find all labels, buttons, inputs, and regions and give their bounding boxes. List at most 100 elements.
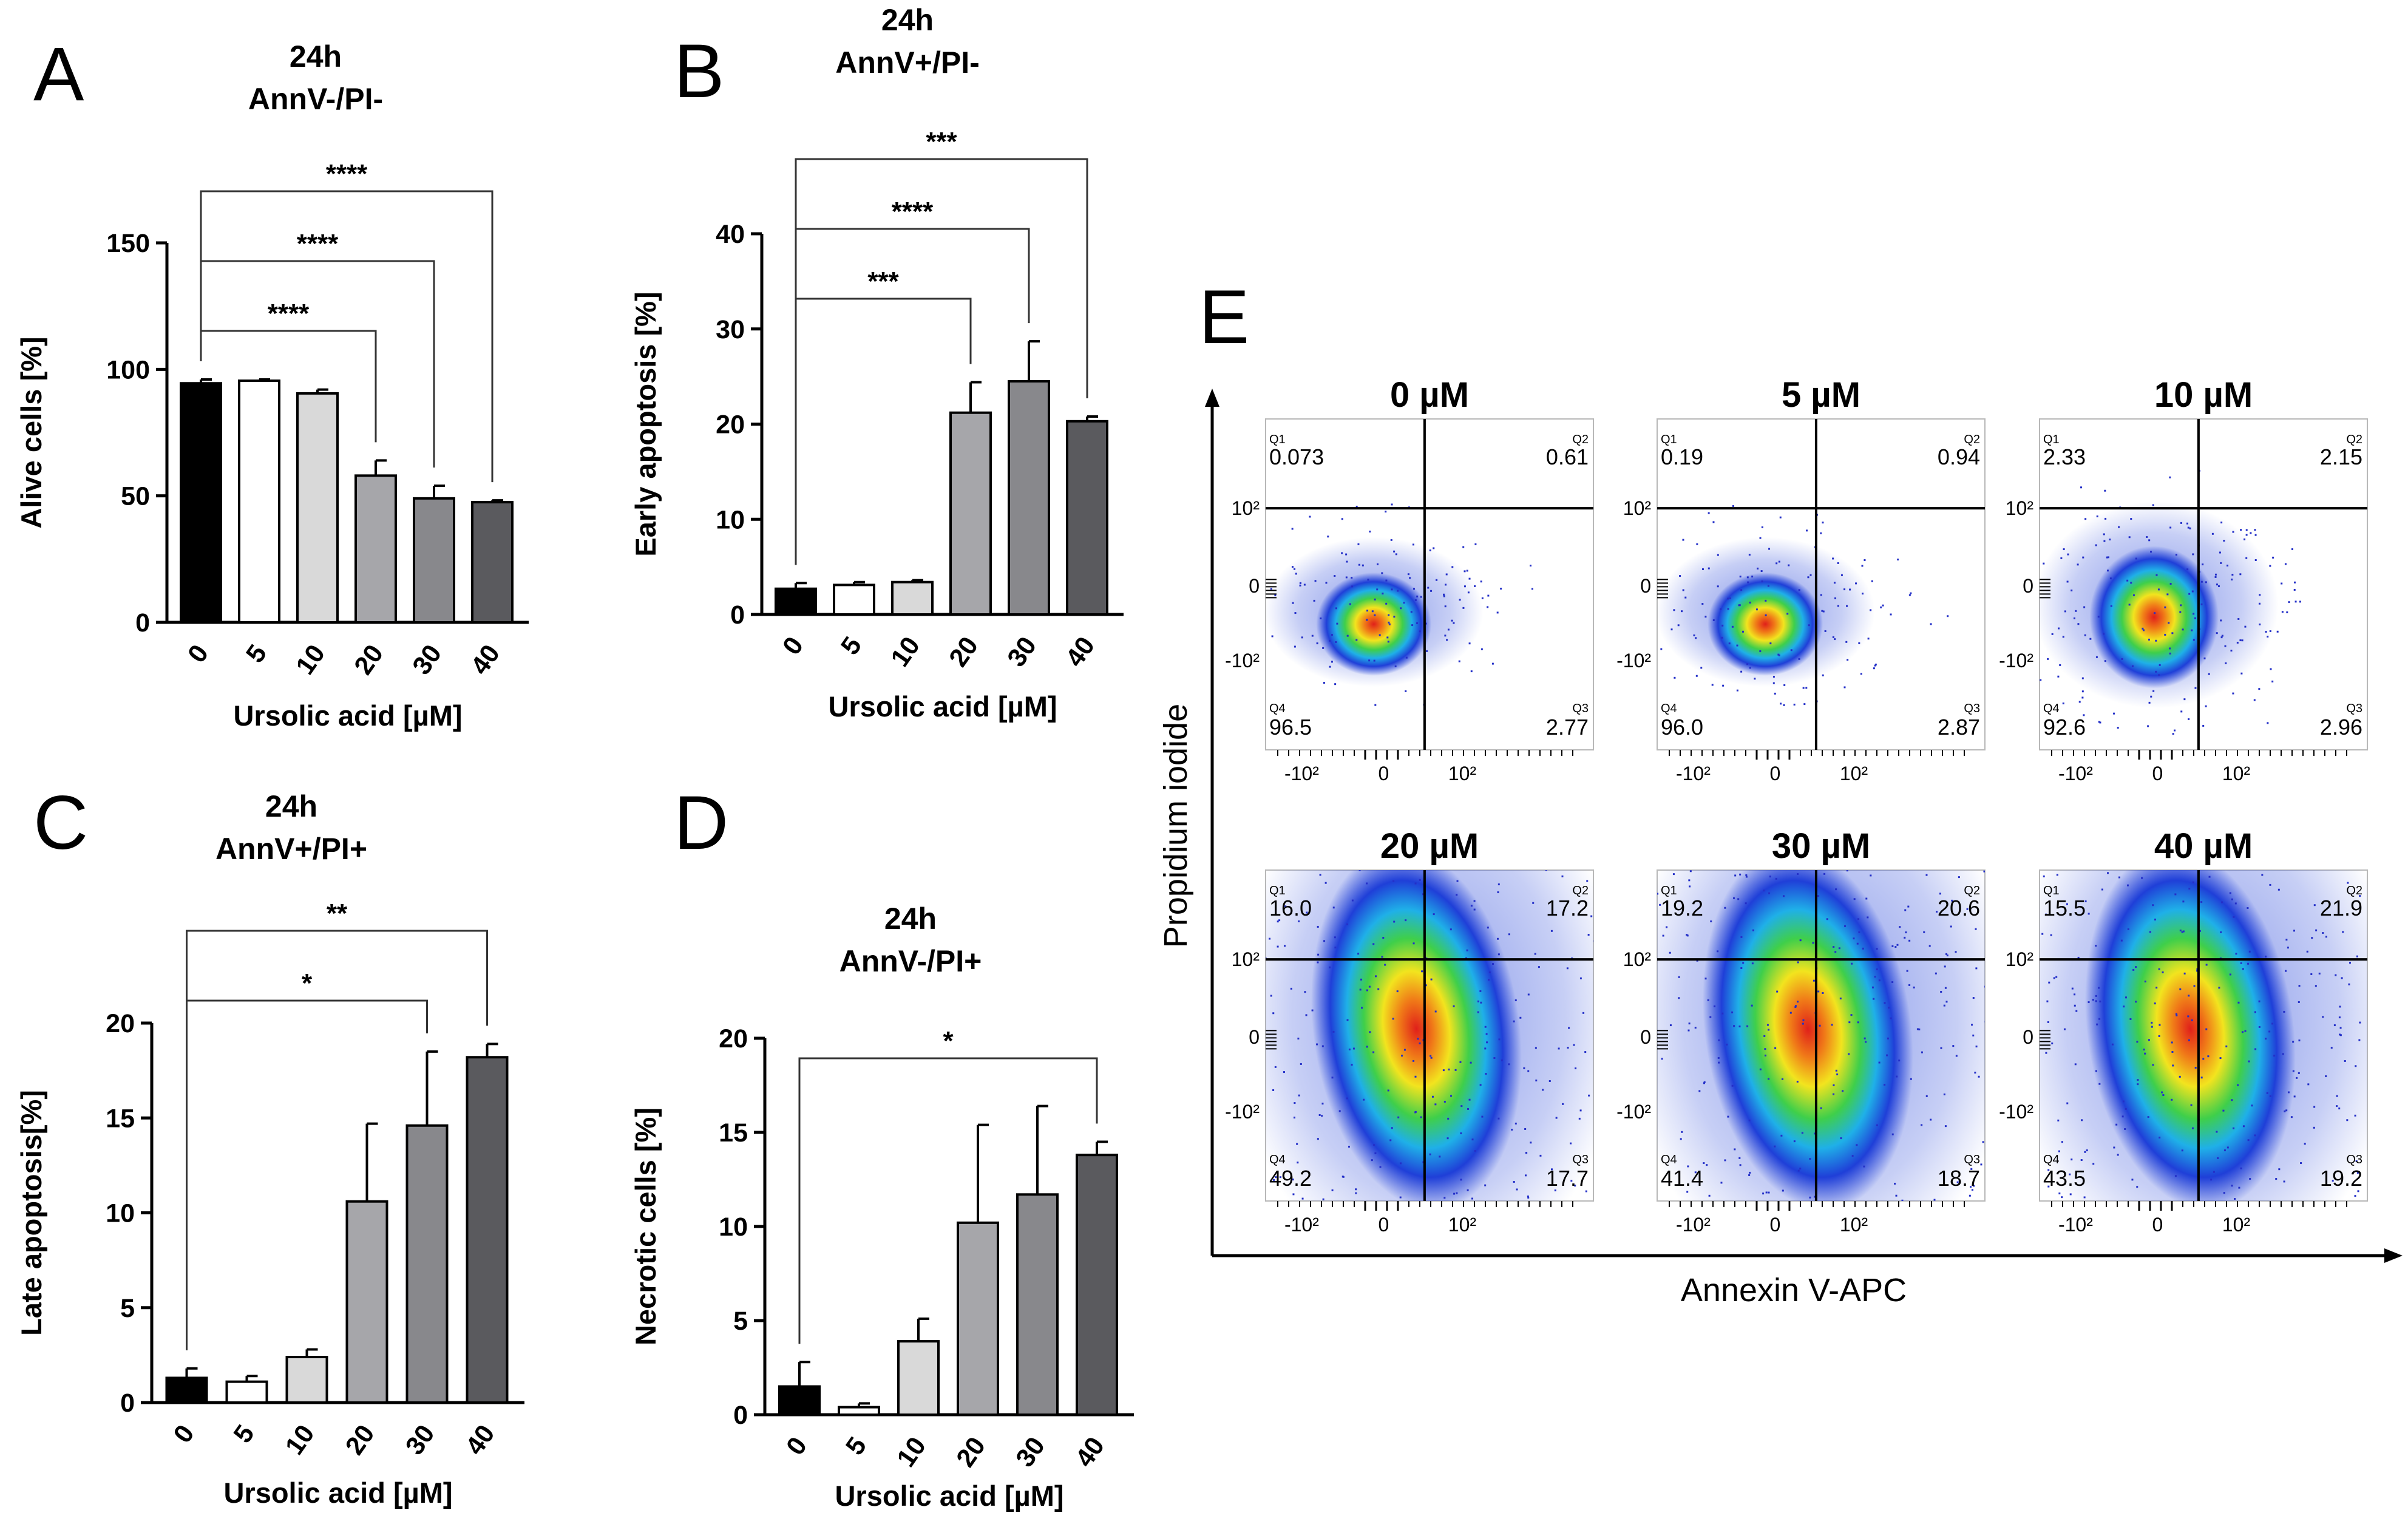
quadrant-value-q3: 18.7	[1938, 1166, 1980, 1191]
y-tick-label: 50	[121, 482, 150, 511]
flow-plot-title: 40 µM	[2154, 826, 2253, 866]
panel-letter-b: B	[674, 29, 724, 114]
y-tick-label: 10	[716, 505, 745, 534]
y-tick-label: 100	[106, 355, 150, 384]
significance-bracket	[200, 190, 493, 483]
chart-title: 24h	[881, 3, 934, 37]
bar-40	[1076, 1154, 1118, 1416]
flow-x-tick-label: 10²	[2222, 1214, 2251, 1236]
quadrant-value-q2: 20.6	[1938, 896, 1980, 920]
quadrant-value-q1: 0.073	[1269, 444, 1324, 469]
chart-title: 24h	[265, 789, 317, 823]
flow-x-tick-label: -10²	[1284, 763, 1319, 784]
x-axis-label: Ursolic acid [µM]	[233, 699, 462, 732]
y-axis-label: Necrotic cells [%]	[629, 1107, 662, 1345]
y-tick-label: 20	[106, 1009, 135, 1038]
quadrant-value-q3: 2.77	[1546, 715, 1589, 740]
flow-x-tick-label: 10²	[1448, 1214, 1477, 1236]
flow-y-tick-label: 0	[1249, 575, 1260, 597]
chart-title: 24h	[290, 39, 342, 73]
x-axis-label: Ursolic acid [µM]	[223, 1477, 452, 1509]
quadrant-name-q3: Q3	[2346, 1153, 2362, 1166]
x-tick-label: 5	[228, 1420, 260, 1448]
significance-label: *	[302, 968, 313, 998]
flow-y-axis-arrow	[1205, 389, 1219, 407]
quadrant-value-q1: 19.2	[1661, 896, 1703, 920]
flow-x-tick-label: -10²	[1676, 763, 1711, 784]
bar-5	[238, 379, 280, 624]
significance-label: *	[943, 1026, 954, 1056]
flow-x-tick-label: 0	[1770, 1214, 1781, 1236]
x-axis-label: Ursolic acid [µM]	[835, 1480, 1063, 1512]
flow-x-tick-label: 10²	[1448, 763, 1477, 784]
flow-x-tick-label: -10²	[2058, 763, 2093, 784]
quadrant-name-q1: Q1	[1269, 433, 1286, 446]
significance-bracket	[200, 330, 377, 443]
quadrant-value-q1: 0.19	[1661, 444, 1703, 469]
quadrant-value-q1: 2.33	[2043, 444, 2086, 469]
flow-y-tick-label: -10²	[1225, 650, 1260, 672]
flow-x-tick-label: -10²	[1676, 1214, 1711, 1236]
quadrant-name-q3: Q3	[1964, 702, 1980, 715]
flow-x-tick-label: -10²	[1284, 1214, 1319, 1236]
significance-label: ****	[326, 159, 368, 189]
quadrant-name-q4: Q4	[1661, 702, 1677, 715]
bar-0	[775, 587, 817, 616]
quadrant-name-q2: Q2	[2346, 433, 2362, 446]
quadrant-value-q1: 16.0	[1269, 896, 1312, 920]
bar-10	[891, 580, 934, 616]
chart-subtitle: AnnV-/PI-	[248, 82, 383, 116]
quadrant-value-q2: 0.94	[1938, 444, 1980, 469]
y-tick-label: 0	[135, 608, 150, 638]
flow-y-tick-label: 0	[2023, 1026, 2033, 1048]
x-tick-label: 5	[840, 1432, 872, 1460]
quadrant-name-q4: Q4	[1269, 702, 1286, 715]
flow-plot-title: 5 µM	[1782, 375, 1860, 415]
flow-y-tick-label: 0	[1640, 575, 1651, 597]
significance-bracket	[186, 999, 428, 1350]
quadrant-value-q3: 17.7	[1546, 1166, 1589, 1191]
flow-x-tick-label: 0	[2152, 763, 2163, 784]
bar-20	[949, 411, 992, 616]
y-axis-label: Late apoptosis[%]	[15, 1090, 47, 1336]
bar-5	[833, 583, 875, 616]
y-tick-label: 40	[716, 220, 745, 249]
flow-x-tick-label: -10²	[2058, 1214, 2093, 1236]
bar-40	[466, 1056, 509, 1404]
x-tick-label: 20	[340, 1420, 381, 1460]
quadrant-value-q3: 2.87	[1938, 715, 1980, 740]
chart-subtitle: AnnV-/PI+	[839, 944, 982, 978]
bar-20	[354, 474, 397, 624]
quadrant-name-q1: Q1	[1269, 884, 1286, 897]
flow-density-cloud	[2040, 870, 2367, 1201]
x-tick-label: 20	[348, 639, 389, 680]
bar-30	[1008, 379, 1050, 616]
panel-letter-e: E	[1199, 275, 1249, 359]
quadrant-value-q3: 19.2	[2320, 1166, 2362, 1191]
quadrant-value-q1: 15.5	[2043, 896, 2086, 920]
quadrant-name-q4: Q4	[1269, 1153, 1286, 1166]
bar-40	[471, 501, 514, 624]
bar-5	[225, 1380, 268, 1404]
bar-10	[897, 1340, 940, 1417]
x-tick-label: 30	[400, 1420, 441, 1460]
y-tick-label: 5	[733, 1307, 748, 1336]
x-tick-label: 5	[240, 639, 273, 668]
bar-20	[345, 1200, 388, 1404]
quadrant-name-q1: Q1	[1661, 884, 1677, 897]
quadrant-name-q4: Q4	[2043, 702, 2060, 715]
significance-label: ****	[268, 299, 310, 328]
y-tick-label: 0	[120, 1389, 135, 1418]
quadrant-name-q2: Q2	[1964, 433, 1980, 446]
quadrant-name-q2: Q2	[1572, 433, 1589, 446]
flow-density-cloud	[1657, 505, 1949, 706]
significance-label: ****	[892, 197, 934, 226]
